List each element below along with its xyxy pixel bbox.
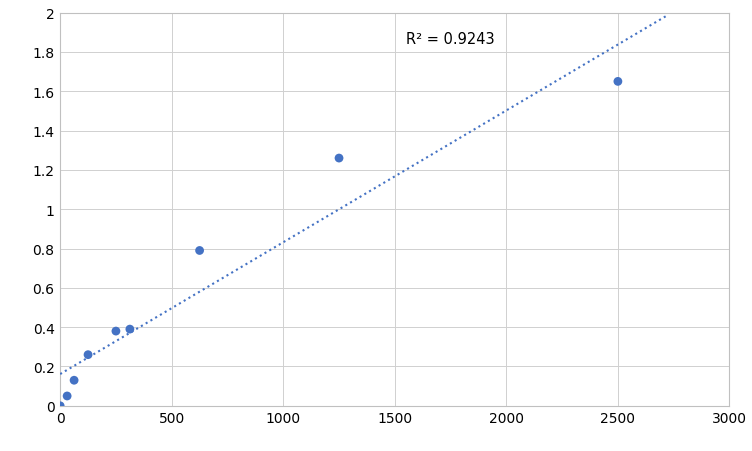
Point <box>110 328 122 335</box>
Point <box>68 377 80 384</box>
Point <box>54 402 66 410</box>
Point <box>61 392 73 400</box>
Point <box>193 247 205 254</box>
Point <box>612 78 624 86</box>
Point <box>333 155 345 162</box>
Point <box>124 326 136 333</box>
Text: R² = 0.9243: R² = 0.9243 <box>406 32 495 46</box>
Point <box>82 351 94 359</box>
